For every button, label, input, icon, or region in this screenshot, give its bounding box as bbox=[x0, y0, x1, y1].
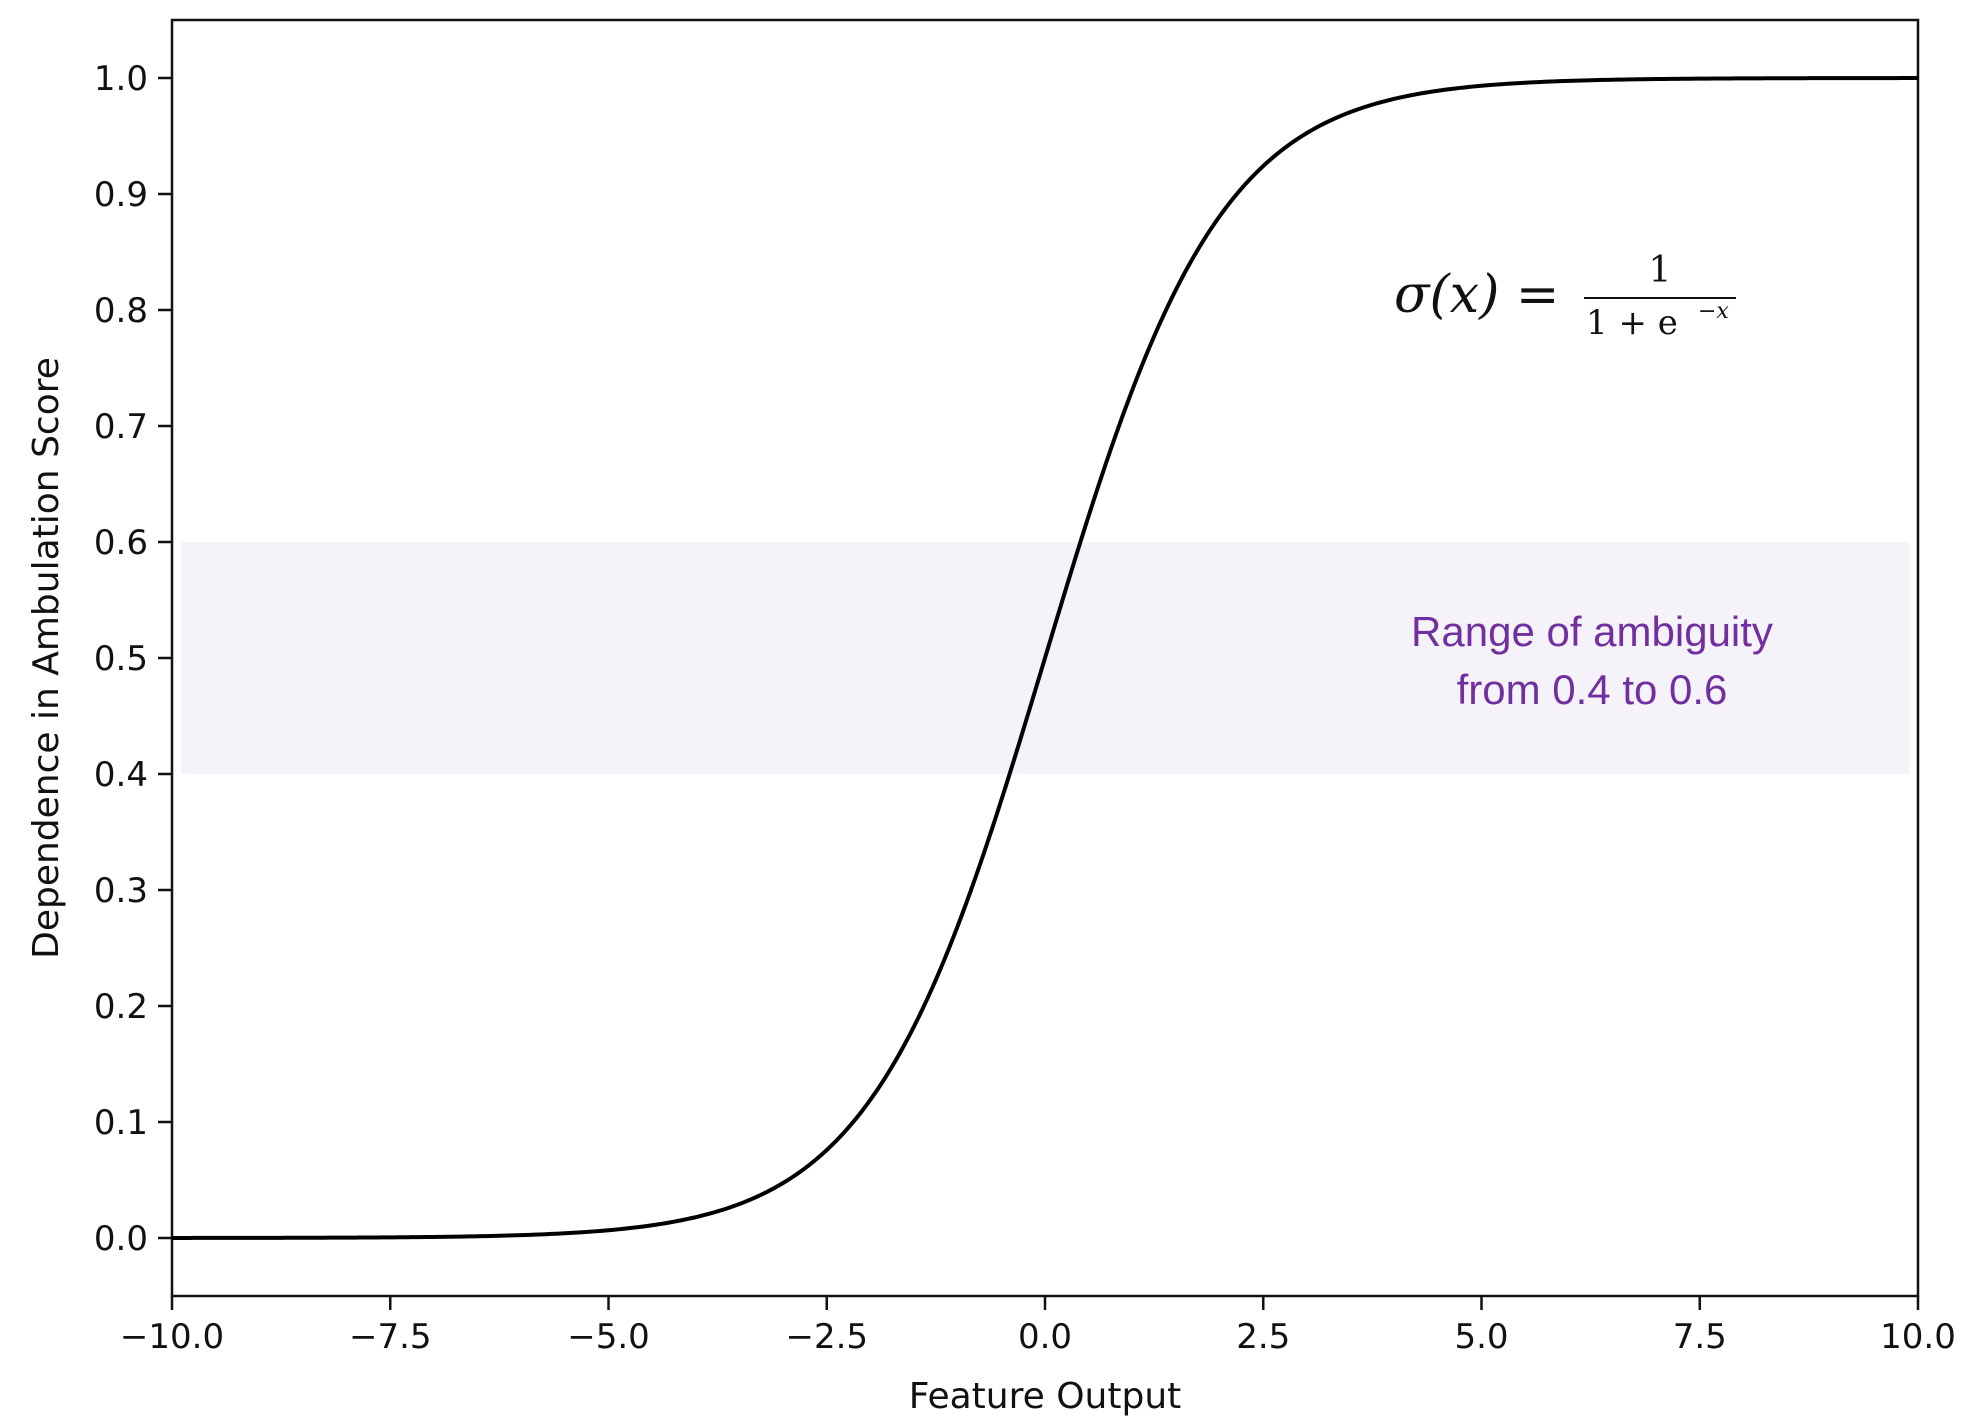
curve-layer bbox=[171, 76, 1919, 1240]
y-tick-label: 0.1 bbox=[94, 1103, 148, 1143]
axes-layer: −10.0 −7.5 −5.0 −2.5 0.0 2.5 5.0 7.5 10.0 0.0 0.1 0… bbox=[26, 18, 1956, 1417]
formula-lhs: σ(x) = bbox=[1394, 265, 1560, 325]
x-tick-label: 5.0 bbox=[1454, 1317, 1508, 1357]
x-tick-label: −2.5 bbox=[785, 1317, 868, 1357]
y-tick-label: 0.7 bbox=[94, 407, 148, 447]
y-axis-label: Dependence in Ambulation Score bbox=[26, 357, 67, 959]
y-tick-label: 1.0 bbox=[94, 59, 148, 99]
band-label-line2: from 0.4 to 0.6 bbox=[1457, 666, 1728, 713]
x-tick-label: −10.0 bbox=[120, 1317, 224, 1357]
band-label-line1: Range of ambiguity bbox=[1411, 608, 1773, 655]
formula-numerator: 1 bbox=[1649, 250, 1672, 291]
y-tick-label: 0.6 bbox=[94, 523, 148, 563]
x-tick-label: −7.5 bbox=[349, 1317, 432, 1357]
y-tick-label: 0.8 bbox=[94, 291, 148, 331]
y-tick-label: 0.5 bbox=[94, 639, 148, 679]
y-tick-label: 0.9 bbox=[94, 175, 148, 215]
y-tick-label: 0.4 bbox=[94, 755, 148, 795]
x-tick-label: 7.5 bbox=[1673, 1317, 1727, 1357]
x-tick-label: −5.0 bbox=[567, 1317, 650, 1357]
x-tick-label: 2.5 bbox=[1236, 1317, 1290, 1357]
x-tick-label: 10.0 bbox=[1880, 1317, 1956, 1357]
sigmoid-curve bbox=[171, 76, 1919, 1240]
x-axis-label: Feature Output bbox=[909, 1376, 1182, 1417]
formula-denominator: 1 + e bbox=[1586, 303, 1678, 343]
y-tick-label: 0.3 bbox=[94, 871, 148, 911]
y-tick-label: 0.2 bbox=[94, 987, 148, 1027]
x-tick-label: 0.0 bbox=[1018, 1317, 1072, 1357]
annotation-layer: Range of ambiguity from 0.4 to 0.6 σ(x) = 1… bbox=[1394, 250, 1773, 713]
y-tick-label: 0.0 bbox=[94, 1219, 148, 1259]
formula-exponent: −x bbox=[1698, 299, 1729, 324]
